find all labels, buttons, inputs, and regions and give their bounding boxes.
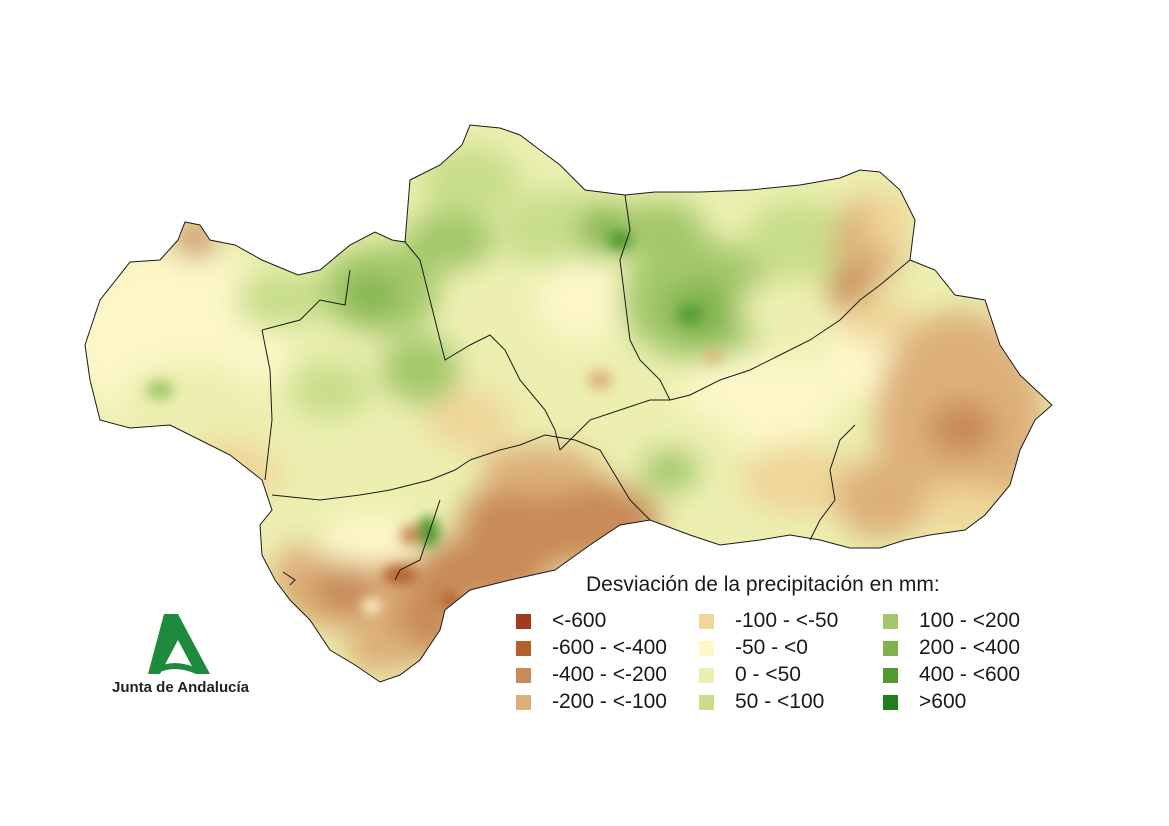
legend-item: 50 - <100: [699, 690, 824, 714]
legend-swatch: [699, 640, 714, 656]
legend-swatch: [883, 640, 898, 656]
legend-swatch: [883, 613, 898, 629]
legend-item: 400 - <600: [883, 663, 1020, 687]
legend-label: 400 - <600: [919, 663, 1021, 686]
legend-label: >600: [919, 690, 967, 713]
legend-swatch: [516, 640, 531, 656]
legend-item: 0 - <50: [699, 663, 801, 687]
legend-item: -200 - <-100: [516, 690, 667, 714]
legend-item: >600: [883, 690, 966, 714]
andalucia-a-icon: [148, 614, 210, 674]
legend-swatch: [516, 667, 531, 683]
junta-de-andalucia-logo: [112, 612, 257, 702]
legend-label: -600 - <-400: [552, 636, 667, 659]
logo-text: Junta de Andalucía: [112, 679, 249, 696]
legend-label: -50 - <0: [735, 636, 808, 659]
legend-item: -50 - <0: [699, 636, 808, 660]
legend-swatch: [883, 694, 898, 710]
legend-swatch: [699, 613, 714, 629]
legend-swatch: [516, 694, 531, 710]
legend-item: -400 - <-200: [516, 663, 667, 687]
province-borders: [84, 124, 1053, 683]
legend-label: 50 - <100: [735, 690, 825, 713]
legend-label: 200 - <400: [919, 636, 1021, 659]
legend-item: 200 - <400: [883, 636, 1020, 660]
legend-item: -100 - <-50: [699, 609, 838, 633]
legend-swatch: [699, 694, 714, 710]
legend-swatch: [516, 613, 531, 629]
legend-swatch: [699, 667, 714, 683]
legend-label: -400 - <-200: [552, 663, 667, 686]
legend-label: 0 - <50: [735, 663, 801, 686]
legend-swatch: [883, 667, 898, 683]
legend-label: <-600: [552, 609, 607, 632]
legend-label: -200 - <-100: [552, 690, 667, 713]
legend-item: -600 - <-400: [516, 636, 667, 660]
legend-label: -100 - <-50: [735, 609, 839, 632]
legend-label: 100 - <200: [919, 609, 1021, 632]
legend-item: 100 - <200: [883, 609, 1020, 633]
legend-title: Desviación de la precipitación en mm:: [586, 573, 940, 596]
legend-item: <-600: [516, 609, 606, 633]
